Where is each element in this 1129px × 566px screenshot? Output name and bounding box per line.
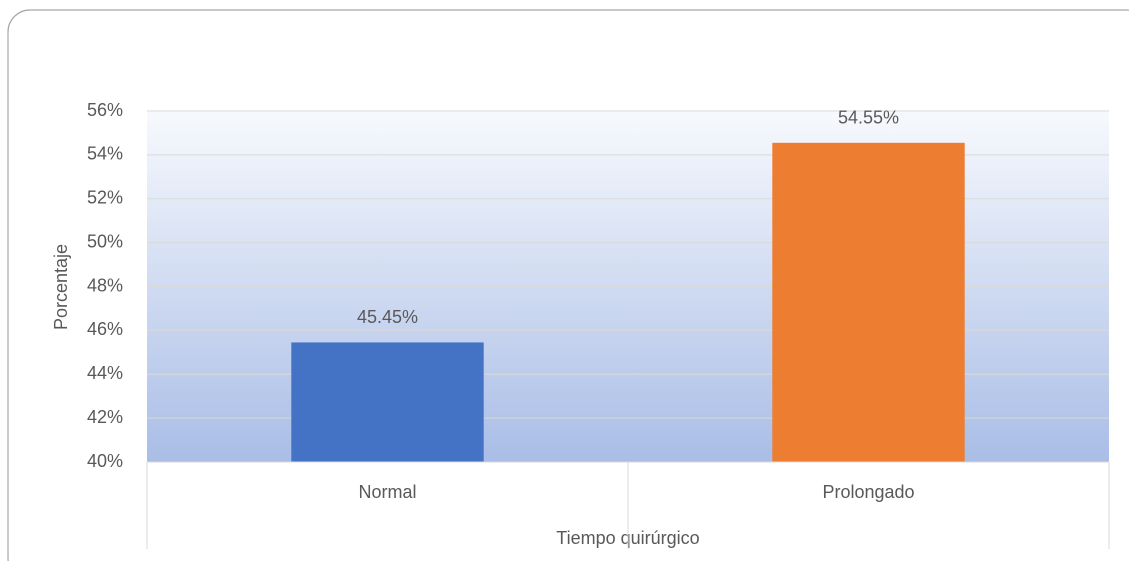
y-tick-label: 48% xyxy=(87,275,123,295)
data-label: 45.45% xyxy=(357,307,418,327)
bar xyxy=(772,142,965,462)
x-tick-label: Prolongado xyxy=(822,482,914,502)
y-tick-label: 56% xyxy=(87,100,123,120)
y-tick-label: 40% xyxy=(87,451,123,471)
y-tick-label: 42% xyxy=(87,407,123,427)
y-tick-label: 46% xyxy=(87,319,123,339)
y-tick-label: 52% xyxy=(87,188,123,208)
y-tick-label: 54% xyxy=(87,144,123,164)
bar xyxy=(291,342,484,462)
x-tick-label: Normal xyxy=(358,482,416,502)
y-tick-label: 44% xyxy=(87,363,123,383)
y-tick-label: 50% xyxy=(87,231,123,251)
data-label: 54.55% xyxy=(838,108,899,128)
y-axis-title: Porcentaje xyxy=(51,244,71,330)
